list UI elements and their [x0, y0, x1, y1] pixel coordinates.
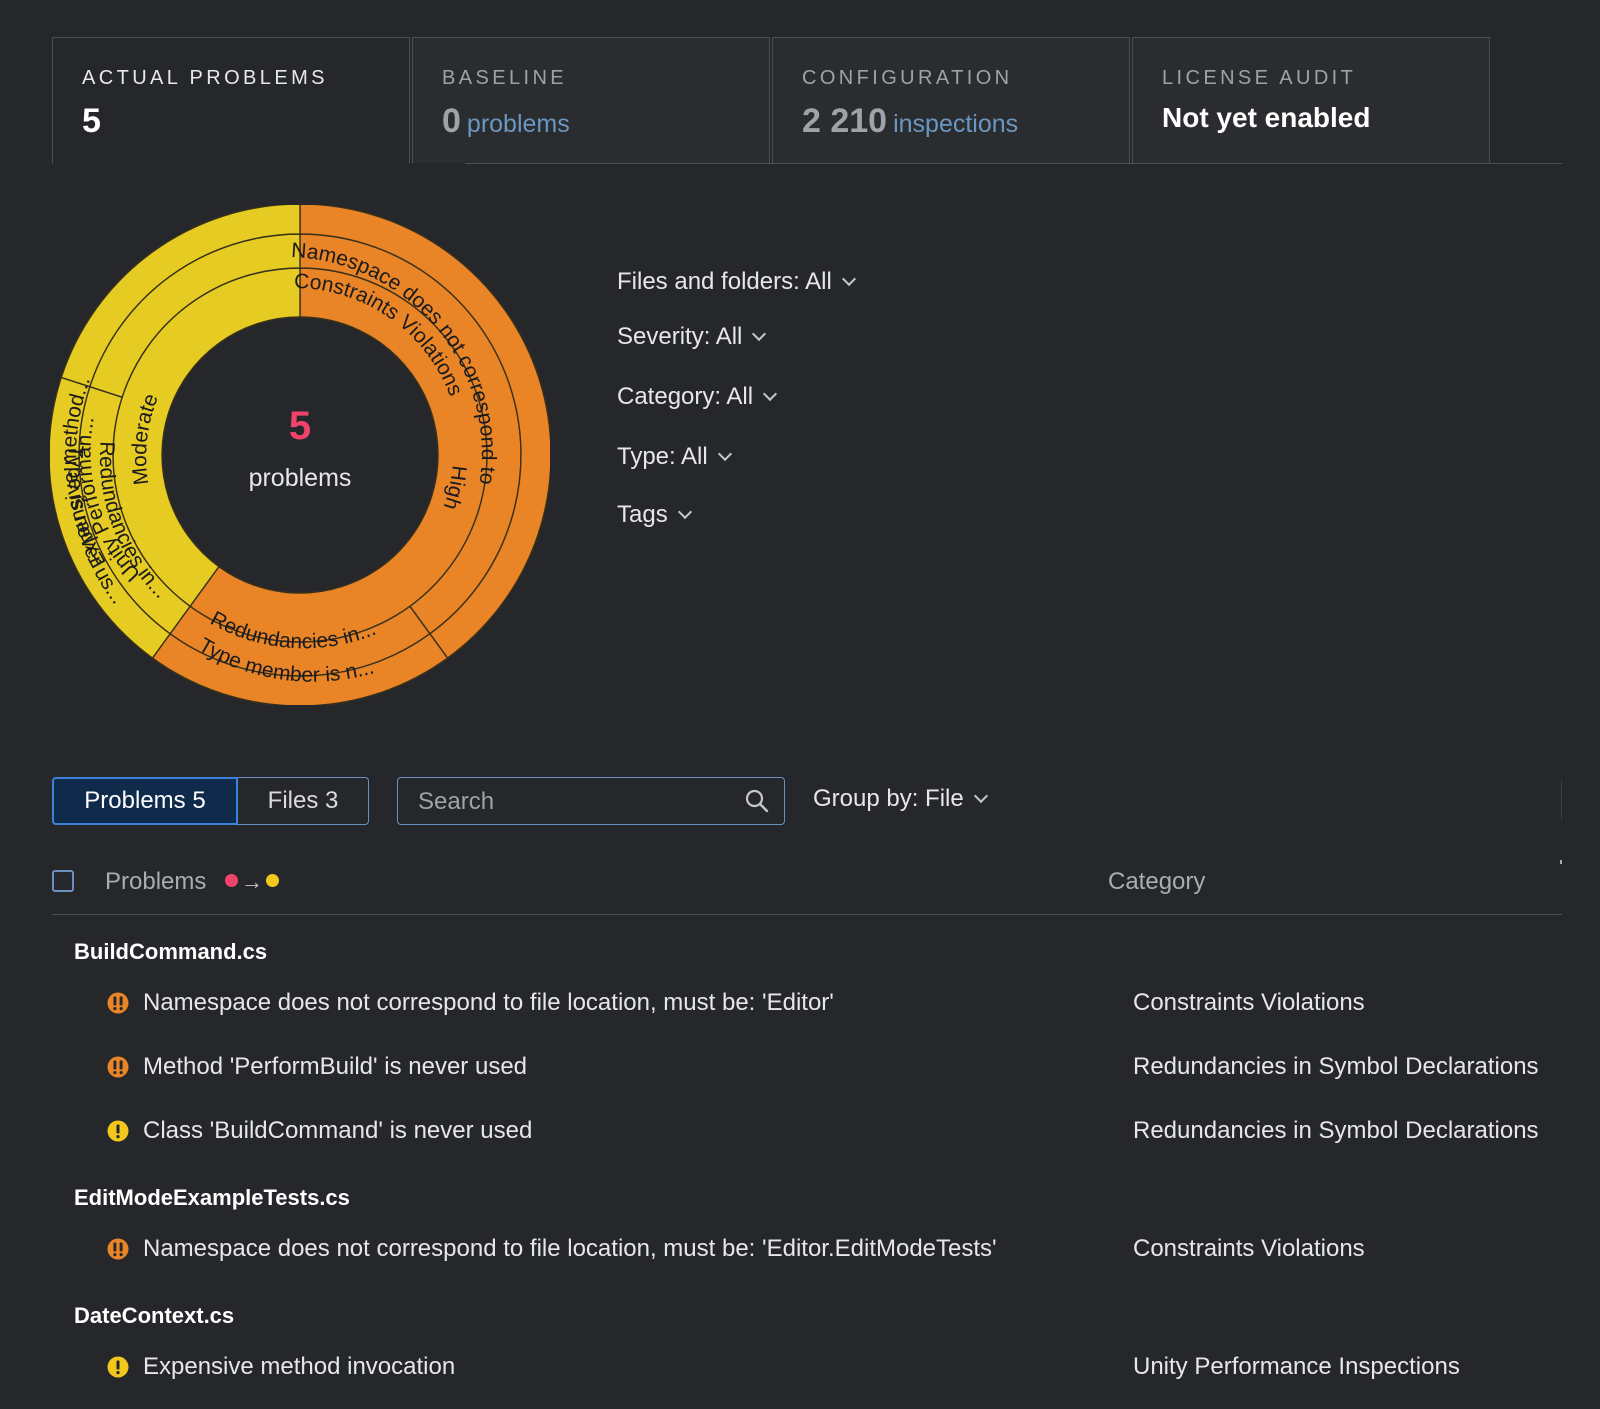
problem-description: Namespace does not correspond to file lo…	[143, 1235, 997, 1262]
search-input[interactable]	[416, 778, 740, 826]
filter-type[interactable]: Type: All	[617, 443, 732, 471]
high-severity-icon	[107, 1056, 129, 1078]
tabs-divider	[465, 163, 1562, 164]
high-severity-icon	[107, 1238, 129, 1260]
chevron-down-icon	[717, 446, 732, 462]
search-icon[interactable]	[744, 788, 770, 814]
filter-label: Files and folders: All	[617, 268, 832, 295]
sunburst-wedges[interactable]	[50, 205, 550, 705]
problems-toggle-button[interactable]: Problems 5	[52, 777, 238, 825]
file-group-header[interactable]: DateContext.cs	[74, 1303, 235, 1328]
table-row[interactable]: Namespace does not correspond to file lo…	[0, 1229, 1600, 1269]
filter-category[interactable]: Category: All	[617, 383, 778, 411]
group-by-label: Group by: File	[813, 785, 964, 812]
filter-label: Tags	[617, 501, 668, 528]
tab-actual-problems[interactable]: ACTUAL PROBLEMS 5	[52, 37, 410, 164]
column-resize-handle[interactable]	[1560, 860, 1562, 864]
moderate-severity-dot-icon	[266, 874, 280, 888]
tab-label: CONFIGURATION	[802, 67, 1013, 89]
problems-sunburst-chart[interactable]: Namespace does not correspond to ... Con…	[50, 205, 550, 705]
sunburst-center-label: problems	[249, 464, 352, 492]
problem-description: Class 'BuildCommand' is never used	[143, 1117, 533, 1144]
problem-category: Redundancies in Symbol Declarations	[1133, 1117, 1539, 1144]
tab-value: 5	[82, 102, 101, 140]
filter-severity[interactable]: Severity: All	[617, 323, 767, 351]
group-by-dropdown[interactable]: Group by: File	[813, 785, 988, 813]
column-label: Problems	[105, 868, 207, 895]
problem-category: Constraints Violations	[1133, 989, 1365, 1016]
filter-files-and-folders[interactable]: Files and folders: All	[617, 268, 856, 296]
tab-configuration[interactable]: CONFIGURATION 2 210 inspections	[772, 37, 1130, 163]
tab-label: BASELINE	[442, 67, 568, 89]
problem-category: Constraints Violations	[1133, 1235, 1365, 1262]
chevron-down-icon	[763, 386, 778, 402]
tab-unit: inspections	[893, 110, 1019, 138]
tab-unit: problems	[466, 110, 570, 138]
problems-column-header[interactable]: Problems →	[105, 868, 280, 896]
tab-license-audit[interactable]: LICENSE AUDIT Not yet enabled	[1132, 37, 1490, 163]
table-row[interactable]: Class 'BuildCommand' is never used Redun…	[0, 1111, 1600, 1151]
files-toggle-button[interactable]: Files 3	[238, 777, 369, 825]
table-row[interactable]: Expensive method invocation Unity Perfor…	[0, 1347, 1600, 1387]
moderate-severity-icon	[107, 1356, 129, 1378]
problem-description: Namespace does not correspond to file lo…	[143, 989, 834, 1016]
tab-value: Not yet enabled	[1162, 102, 1371, 133]
sunburst-center-count: 5	[289, 404, 311, 448]
chevron-down-icon	[973, 788, 988, 804]
chevron-down-icon	[677, 504, 692, 520]
table-row[interactable]: Namespace does not correspond to file lo…	[0, 983, 1600, 1023]
sort-arrow-icon: →	[241, 869, 264, 894]
chevron-down-icon	[841, 271, 856, 287]
table-row[interactable]: Method 'PerformBuild' is never used Redu…	[0, 1047, 1600, 1087]
search-box	[397, 777, 785, 826]
high-severity-icon	[107, 992, 129, 1014]
filter-label: Category: All	[617, 383, 754, 410]
tab-label: LICENSE AUDIT	[1162, 67, 1357, 89]
tab-baseline[interactable]: BASELINE 0 problems	[412, 37, 770, 163]
problem-description: Method 'PerformBuild' is never used	[143, 1053, 528, 1080]
high-severity-dot-icon	[225, 874, 239, 888]
filter-tags[interactable]: Tags	[617, 501, 692, 529]
view-toggle: Problems 5 Files 3	[52, 777, 369, 825]
select-all-checkbox[interactable]	[52, 870, 74, 892]
problem-category: Unity Performance Inspections	[1133, 1353, 1460, 1380]
table-header: Problems → Category	[52, 860, 1562, 915]
moderate-severity-icon	[107, 1120, 129, 1142]
toolbar-divider	[1561, 780, 1562, 820]
file-group-header[interactable]: BuildCommand.cs	[74, 939, 268, 964]
tab-value: 0	[442, 102, 461, 140]
problem-category: Redundancies in Symbol Declarations	[1133, 1053, 1539, 1080]
sunburst-type-wedge-3[interactable]	[60, 205, 301, 388]
chevron-down-icon	[752, 326, 767, 342]
file-group-header[interactable]: EditModeExampleTests.cs	[74, 1185, 350, 1210]
problem-description: Expensive method invocation	[143, 1353, 456, 1380]
stats-tabbar: ACTUAL PROBLEMS 5 BASELINE 0 problems CON…	[52, 37, 1562, 165]
tab-label: ACTUAL PROBLEMS	[82, 67, 328, 89]
category-column-header[interactable]: Category	[1108, 868, 1206, 895]
tab-value: 2 210	[802, 102, 888, 140]
filter-label: Type: All	[617, 443, 708, 470]
filter-label: Severity: All	[617, 323, 743, 350]
